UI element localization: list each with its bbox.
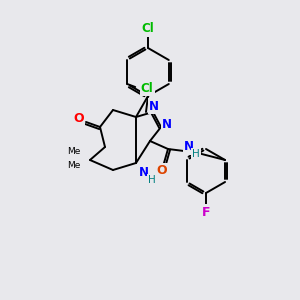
Text: N: N (162, 118, 172, 131)
Text: Me: Me (67, 148, 81, 157)
Text: F: F (202, 206, 210, 218)
Text: Me: Me (67, 161, 81, 170)
Text: N: N (139, 167, 149, 179)
Text: N: N (184, 140, 194, 154)
Text: H: H (148, 175, 156, 185)
Text: Cl: Cl (142, 22, 154, 35)
Text: Cl: Cl (141, 82, 154, 94)
Text: O: O (157, 164, 167, 178)
Text: H: H (192, 149, 200, 159)
Text: N: N (149, 100, 159, 112)
Text: O: O (74, 112, 84, 124)
